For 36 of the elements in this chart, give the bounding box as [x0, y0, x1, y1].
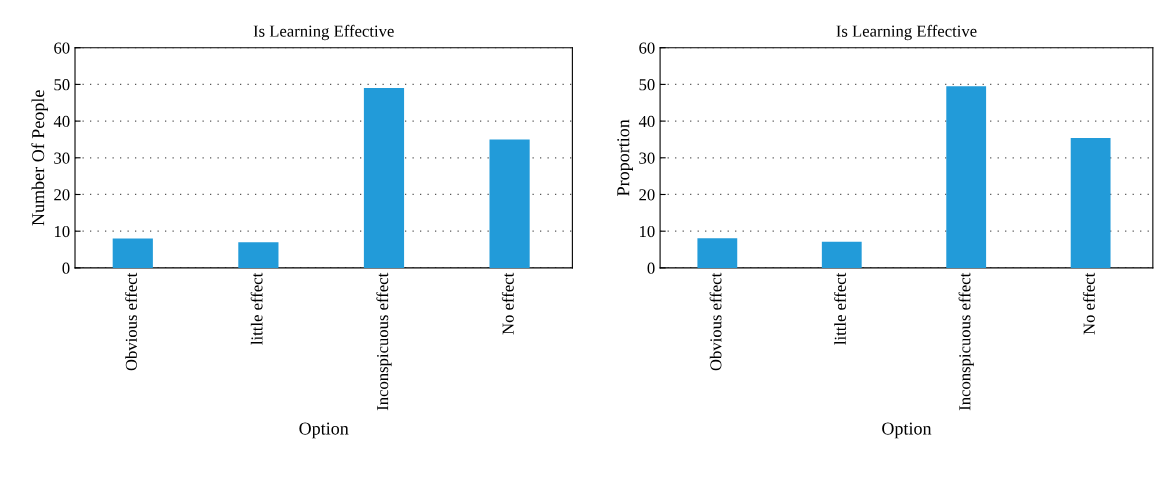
x-tick-label: Inconspicuous effect — [958, 272, 974, 411]
x-tick-label: Obvious effect — [125, 272, 137, 371]
bar — [946, 86, 987, 268]
x-axis-title: Option — [299, 422, 349, 439]
y-tick-label: 0 — [62, 262, 70, 274]
y-tick-label: 60 — [54, 42, 70, 54]
bar — [697, 238, 738, 268]
y-tick-label: 20 — [54, 189, 70, 201]
chart-title: Is Learning Effective — [253, 24, 394, 41]
bar — [238, 242, 279, 268]
y-tick-label: 20 — [639, 189, 655, 201]
x-tick-label: little effect — [834, 272, 846, 345]
y-tick-label: 30 — [639, 152, 655, 164]
x-tick-label: little effect — [250, 272, 263, 345]
x-tick-label: No effect — [501, 272, 514, 335]
y-tick-label: 0 — [647, 262, 655, 274]
y-tick-label: 10 — [640, 225, 655, 238]
bar — [489, 139, 530, 268]
bar — [363, 88, 405, 268]
bar — [112, 238, 153, 268]
y-tick-label: 50 — [639, 79, 655, 91]
chart-title: Is Learning Effective — [836, 24, 977, 41]
bar — [1070, 137, 1111, 268]
y-tick-label: 30 — [54, 152, 70, 164]
y-tick-label: 50 — [54, 79, 70, 91]
x-tick-label: Inconspicuous effect — [376, 272, 392, 411]
bar — [821, 241, 862, 268]
y-axis-title: Number Of People — [31, 90, 48, 226]
x-axis-title: Option — [882, 422, 932, 439]
y-tick-label: 40 — [53, 115, 70, 128]
x-tick-label: No effect — [1082, 272, 1095, 335]
y-tick-label: 60 — [639, 42, 655, 54]
y-axis-title: Proportion — [617, 119, 633, 196]
x-tick-label: Obvious effect — [709, 272, 722, 371]
y-tick-label: 10 — [54, 225, 70, 238]
y-tick-label: 40 — [638, 115, 655, 128]
